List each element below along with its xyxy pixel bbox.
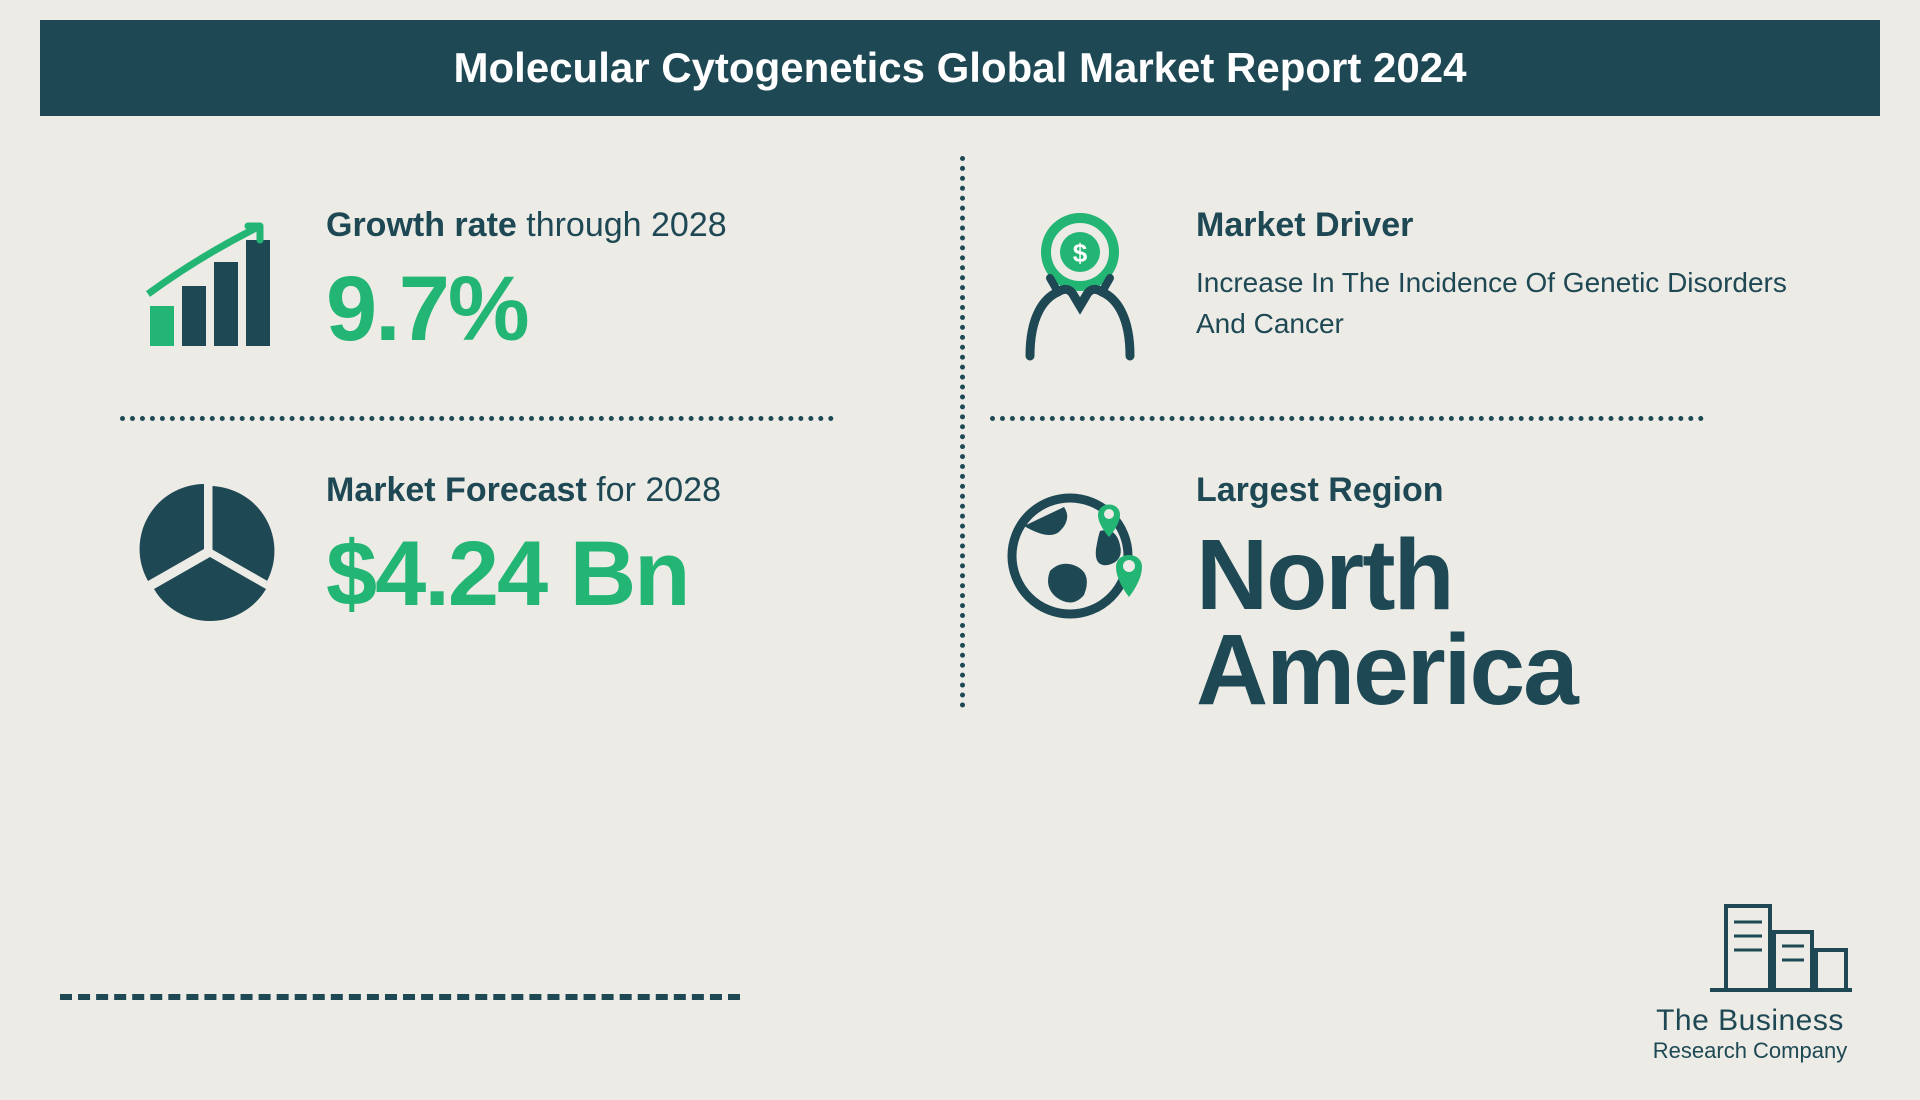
region-value: North America <box>1196 528 1790 718</box>
svg-text:$: $ <box>1073 238 1088 268</box>
region-value-line2: America <box>1196 614 1577 726</box>
header-bar: Molecular Cytogenetics Global Market Rep… <box>40 20 1880 116</box>
bar-chart-arrow-icon <box>130 206 290 366</box>
company-logo: The Business Research Company <box>1640 888 1860 1064</box>
hands-coin-icon: $ <box>1000 206 1160 366</box>
logo-text-line1: The Business <box>1640 1004 1860 1038</box>
growth-label: Growth rate through 2028 <box>326 206 950 245</box>
forecast-text: Market Forecast for 2028 $4.24 Bn <box>326 471 950 620</box>
growth-block: Growth rate through 2028 9.7% <box>120 176 960 396</box>
growth-label-bold: Growth rate <box>326 206 517 244</box>
driver-label-text: Market Driver <box>1196 206 1413 244</box>
globe-pins-icon <box>1000 471 1160 631</box>
driver-block: $ Market Driver Increase In The Incidenc… <box>960 176 1800 396</box>
pie-chart-icon <box>130 471 290 631</box>
growth-text: Growth rate through 2028 9.7% <box>326 206 950 355</box>
driver-label: Market Driver <box>1196 206 1790 245</box>
bottom-dashed-rule <box>60 994 740 1000</box>
forecast-label-normal: for 2028 <box>587 471 721 509</box>
left-column: Growth rate through 2028 9.7% Marke <box>120 176 960 748</box>
region-label: Largest Region <box>1196 471 1790 510</box>
growth-value: 9.7% <box>326 263 950 355</box>
vertical-divider <box>960 156 965 708</box>
growth-label-normal: through 2028 <box>517 206 727 244</box>
forecast-block: Market Forecast for 2028 $4.24 Bn <box>120 441 960 661</box>
content-grid: Growth rate through 2028 9.7% Marke <box>0 116 1920 748</box>
driver-text: Market Driver Increase In The Incidence … <box>1196 206 1790 344</box>
buildings-icon <box>1640 888 1860 998</box>
region-label-text: Largest Region <box>1196 471 1443 509</box>
region-text: Largest Region North America <box>1196 471 1790 718</box>
logo-text-line2: Research Company <box>1640 1038 1860 1064</box>
forecast-value: $4.24 Bn <box>326 528 950 620</box>
region-block: Largest Region North America <box>960 441 1800 748</box>
page-title: Molecular Cytogenetics Global Market Rep… <box>80 44 1840 92</box>
left-divider <box>120 416 834 421</box>
right-divider <box>990 416 1704 421</box>
right-column: $ Market Driver Increase In The Incidenc… <box>960 176 1800 748</box>
forecast-label-bold: Market Forecast <box>326 471 587 509</box>
forecast-label: Market Forecast for 2028 <box>326 471 950 510</box>
driver-description: Increase In The Incidence Of Genetic Dis… <box>1196 263 1790 344</box>
